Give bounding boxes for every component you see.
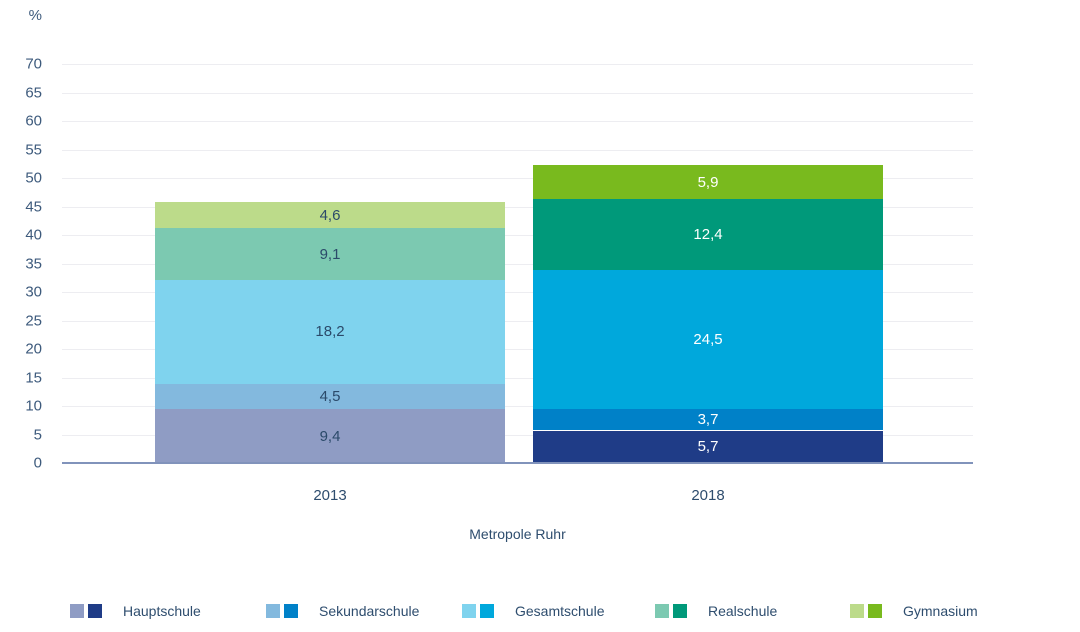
- bar-segment-value-label: 5,7: [697, 438, 719, 456]
- y-tick-label: 5: [33, 426, 42, 443]
- bar-segment-realschule-2013: 9,1: [155, 228, 505, 281]
- bar-segment-value-label: 9,1: [319, 245, 341, 263]
- x-axis-title: Metropole Ruhr: [469, 526, 566, 542]
- bar-segment-sekundarschule-2018: 3,7: [533, 409, 883, 431]
- bar-segment-value-label: 9,4: [319, 427, 341, 445]
- legend-item-hauptschule: Hauptschule: [70, 603, 201, 619]
- legend-label: Sekundarschule: [319, 603, 420, 619]
- bar-segment-gesamtschule-2018: 24,5: [533, 269, 883, 410]
- bar-segment-value-label: 5,9: [697, 173, 719, 191]
- legend-item-gesamtschule: Gesamtschule: [462, 603, 604, 619]
- x-axis-line: [62, 462, 973, 464]
- bar-segment-hauptschule-2018: 5,7: [533, 430, 883, 463]
- bar-segment-realschule-2018: 12,4: [533, 199, 883, 270]
- gridline: [62, 235, 973, 236]
- y-tick-label: 25: [25, 312, 42, 329]
- y-axis-unit-label: %: [28, 7, 42, 24]
- legend-item-sekundarschule: Sekundarschule: [266, 603, 419, 619]
- gridline: [62, 434, 973, 436]
- bar-segment-gymnasium-2018: 5,9: [533, 165, 883, 200]
- y-tick-label: 15: [25, 369, 42, 386]
- y-tick-label: 60: [25, 112, 42, 130]
- gridline: [62, 377, 973, 379]
- bar-segment-gesamtschule-2013: 18,2: [155, 280, 505, 384]
- bar-segment-value-label: 12,4: [693, 225, 723, 243]
- bar-segment-value-label: 24,5: [693, 331, 723, 349]
- y-tick-label: 70: [25, 55, 42, 73]
- legend-swatch-sekundarschule-2013: [266, 604, 280, 618]
- gridline: [62, 92, 973, 94]
- gridline: [62, 178, 973, 179]
- y-tick-label: 35: [25, 255, 42, 272]
- gridline: [62, 121, 973, 122]
- gridline: [62, 206, 973, 208]
- bar-segment-sekundarschule-2013: 4,5: [155, 383, 505, 410]
- bar-segment-gymnasium-2013: 4,6: [155, 201, 505, 229]
- y-tick-label: 30: [25, 283, 42, 301]
- gridline: [62, 349, 973, 350]
- y-tick-label: 45: [25, 198, 42, 215]
- y-tick-label: 55: [25, 141, 42, 158]
- y-tick-label: 0: [33, 454, 42, 472]
- legend-swatch-gesamtschule-2013: [462, 604, 476, 618]
- y-tick-label: 10: [25, 397, 42, 415]
- y-tick-label: 20: [25, 340, 42, 358]
- gridline: [62, 263, 973, 265]
- gridline: [62, 406, 973, 407]
- y-tick-label: 40: [25, 226, 42, 244]
- legend-item-realschule: Realschule: [655, 603, 777, 619]
- gridline: [62, 149, 973, 151]
- bar-segment-value-label: 18,2: [315, 323, 345, 341]
- y-tick-label: 65: [25, 84, 42, 101]
- legend-item-gymnasium: Gymnasium: [850, 603, 978, 619]
- legend-label: Realschule: [708, 603, 778, 619]
- legend-swatch-hauptschule-2018: [88, 604, 102, 618]
- legend-label: Hauptschule: [123, 603, 201, 619]
- y-tick-label: 50: [25, 169, 42, 187]
- bar-segment-hauptschule-2013: 9,4: [155, 409, 505, 463]
- legend-swatch-realschule-2013: [655, 604, 669, 618]
- legend-swatch-realschule-2018: [673, 604, 687, 618]
- gridline: [62, 292, 973, 293]
- legend-swatch-gesamtschule-2018: [480, 604, 494, 618]
- gridline: [62, 320, 973, 322]
- legend-label: Gesamtschule: [515, 603, 605, 619]
- x-category-label-2013: 2013: [313, 487, 347, 504]
- bar-segment-value-label: 3,7: [697, 411, 719, 429]
- legend-swatch-hauptschule-2013: [70, 604, 84, 618]
- legend-label: Gymnasium: [903, 603, 978, 619]
- legend-swatch-gymnasium-2013: [850, 604, 864, 618]
- legend-swatch-gymnasium-2018: [868, 604, 882, 618]
- bar-segment-value-label: 4,6: [319, 206, 341, 224]
- x-category-label-2018: 2018: [691, 487, 725, 504]
- bar-segment-value-label: 4,5: [319, 388, 341, 406]
- legend-swatch-sekundarschule-2018: [284, 604, 298, 618]
- gridline: [62, 64, 973, 65]
